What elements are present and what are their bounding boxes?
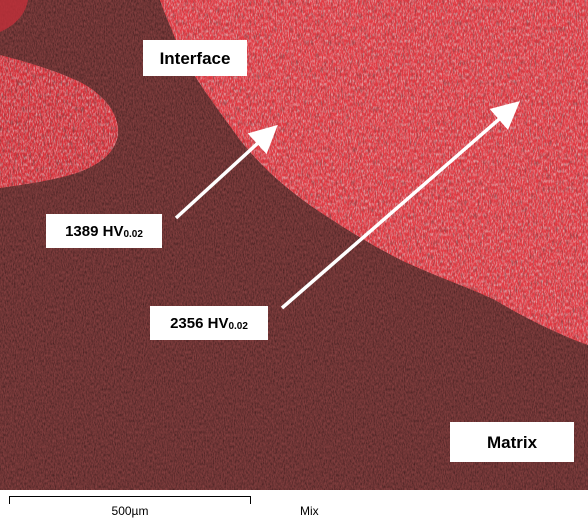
arrow-to-matrix-phase (280, 101, 520, 310)
hardness-subscript-2: 0.02 (228, 321, 248, 332)
hardness-label-1: 1389 HV 0.02 (46, 214, 162, 248)
eds-micrograph-image (0, 0, 588, 490)
scale-bar-label: 500µm (111, 504, 149, 518)
hardness-value-1: 1389 HV (65, 222, 124, 240)
channel-label: Mix (300, 504, 319, 518)
scale-bar (9, 496, 251, 504)
matrix-label: Matrix (450, 422, 574, 462)
arrow-to-interface (174, 124, 278, 220)
hardness-subscript-1: 0.02 (123, 229, 143, 240)
hardness-value-2: 2356 HV (170, 314, 229, 332)
hardness-label-2: 2356 HV 0.02 (150, 306, 268, 340)
interface-label: Interface (143, 40, 247, 76)
